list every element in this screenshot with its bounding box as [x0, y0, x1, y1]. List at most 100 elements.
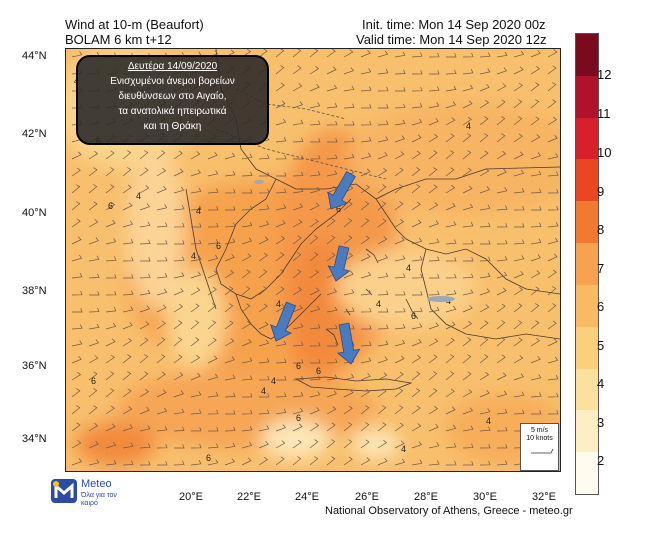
wind-barb	[241, 441, 253, 449]
meteo-logo-icon	[51, 479, 77, 503]
wind-barb	[326, 390, 337, 398]
wind-barb	[173, 320, 183, 330]
wind-barb	[224, 320, 234, 330]
wind-barb	[326, 324, 338, 330]
wind-barb	[309, 65, 320, 75]
lon-label: 20°E	[179, 491, 203, 503]
wind-barb	[275, 82, 285, 92]
wind-barb	[122, 220, 134, 228]
wind-barb	[207, 320, 217, 330]
wind-barb	[445, 354, 455, 364]
contour-label: 4	[486, 416, 491, 426]
wind-barb	[105, 388, 115, 398]
wind-barb	[394, 440, 405, 449]
wind-barb	[377, 218, 387, 228]
wind-barb	[156, 288, 168, 296]
wind-barb	[275, 49, 285, 58]
wind-barb	[360, 120, 372, 126]
colorbar-segment	[576, 159, 598, 202]
wind-barb	[241, 171, 253, 177]
wind-barb	[190, 187, 202, 194]
title-line-1: Wind at 10-m (Beaufort)	[65, 17, 204, 32]
wind-barb	[360, 235, 370, 245]
wind-barb	[411, 219, 422, 228]
wind-barb	[530, 222, 542, 228]
wind-barb	[377, 405, 387, 415]
wind-barb	[88, 371, 98, 381]
wind-barb	[258, 303, 268, 313]
wind-barb	[377, 236, 388, 245]
wind-barb	[445, 69, 457, 75]
wind-barb	[377, 356, 388, 364]
scale-barb-icon	[530, 448, 553, 454]
wind-barb	[513, 239, 525, 245]
wind-barb	[174, 444, 185, 449]
wind-barb	[275, 235, 286, 245]
wind-barb	[207, 151, 218, 160]
wind-barb	[173, 168, 184, 177]
annotation-line: Ενισχυμένοι άνεμοι βορείων	[110, 76, 235, 87]
wind-barb	[309, 202, 320, 211]
wind-barb	[292, 423, 303, 432]
wind-barb	[513, 355, 524, 364]
wind-barb	[105, 371, 115, 381]
lon-label: 26°E	[355, 491, 379, 503]
wind-barb	[72, 308, 83, 313]
wind-barb	[496, 67, 508, 75]
colorbar-segment	[576, 117, 598, 160]
wind-barb	[326, 358, 338, 364]
wind-barb	[496, 205, 508, 211]
wind-direction-arrow	[327, 170, 356, 210]
wind-barb	[377, 120, 389, 126]
wind-barb	[344, 121, 355, 126]
wind-barb	[394, 273, 406, 279]
wind-barb	[462, 203, 474, 211]
wind-barb	[462, 371, 472, 381]
wind-barb	[394, 339, 406, 347]
wind-barb	[88, 201, 98, 211]
wind-barb	[173, 337, 183, 347]
wind-barb	[275, 204, 287, 211]
wind-barb	[411, 70, 423, 75]
wind-barb	[276, 172, 287, 177]
wind-barb	[411, 150, 421, 160]
wind-barb	[105, 338, 116, 347]
wind-barb	[360, 49, 371, 58]
wind-barb	[394, 324, 406, 330]
wind-barb	[88, 440, 99, 449]
wind-barb	[513, 116, 523, 126]
title-line-2: BOLAM 6 km t+12	[65, 32, 172, 47]
wind-barb	[480, 240, 491, 245]
wind-barb	[360, 457, 371, 466]
wind-barb	[343, 85, 355, 92]
wind-barb	[462, 304, 473, 313]
annotation-line: και τη Θράκη	[143, 121, 202, 132]
contour-label: 6	[336, 204, 341, 214]
wind-barb	[292, 119, 304, 126]
wind-barb	[309, 406, 320, 415]
wind-barb	[156, 204, 168, 211]
wind-barb	[156, 273, 168, 279]
wind-barb	[292, 341, 304, 347]
wind-barb	[122, 184, 132, 194]
wind-barb	[462, 84, 474, 92]
wind-barb	[258, 154, 270, 160]
wind-barb	[190, 460, 202, 466]
contour-label: 4	[261, 386, 266, 396]
wind-barb	[462, 185, 473, 194]
wind-barb	[360, 104, 372, 109]
wind-barb	[479, 304, 490, 313]
wind-barb	[207, 239, 219, 245]
wind-barb	[547, 153, 559, 160]
wind-barb	[496, 337, 506, 347]
wind-barb	[105, 274, 117, 279]
wind-barb	[496, 271, 508, 279]
wind-barb	[173, 408, 185, 415]
wind-barb	[428, 202, 439, 211]
wind-barb	[360, 68, 372, 75]
wind-barb	[139, 239, 151, 245]
wind-barb	[428, 102, 440, 109]
wind-barb	[88, 219, 99, 228]
wind-barb	[513, 320, 523, 330]
wind-barb	[530, 65, 541, 75]
